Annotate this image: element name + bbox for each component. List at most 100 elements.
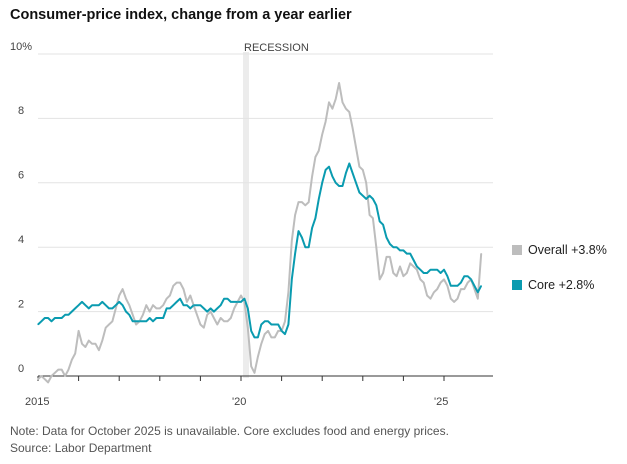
data-point-core-2017-01 [118,301,120,303]
data-point-overall-2020-06 [257,356,259,358]
data-point-core-2015-06 [54,317,56,319]
data-point-overall-2018-01 [159,307,161,309]
data-point-core-2018-05 [172,304,174,306]
data-point-overall-2016-09 [105,327,107,329]
y-tick-label-0: 0 [18,363,24,375]
data-point-core-2021-03 [287,323,289,326]
y-tick-label-10: 10% [10,41,32,53]
data-point-overall-2015-06 [54,372,56,374]
data-point-core-2023-08 [385,236,388,239]
note-text: Note: Data for October 2025 is unavailab… [10,424,449,438]
data-point-core-2019-07 [220,304,222,306]
data-point-overall-2016-03 [84,346,86,348]
recession-label: RECESSION [244,42,309,54]
data-point-overall-2019-07 [220,317,222,319]
data-point-overall-2019-02 [203,327,205,329]
data-point-overall-2016-06 [94,343,97,345]
data-point-overall-2018-09 [186,301,188,303]
y-tick-label-2: 2 [18,299,24,311]
data-point-core-2018-06 [176,301,178,303]
data-point-overall-2016-08 [101,340,103,342]
data-point-core-2016-09 [105,304,107,306]
data-point-core-2025-03 [450,285,452,287]
data-point-core-2015-11 [71,311,73,313]
data-point-overall-2018-04 [169,294,171,297]
data-point-core-2018-10 [189,307,191,309]
chart-footnote: Note: Data for October 2025 is unavailab… [10,423,449,457]
data-point-core-2018-01 [159,317,161,319]
data-point-core-2023-11 [396,246,398,248]
cpi-line-chart: RECESSION 10% 8 6 4 2 0 2015 '20 '25 Ove… [10,41,607,408]
data-point-core-2015-03 [44,317,46,319]
data-point-overall-2024-08 [426,294,428,297]
series-line-overall [37,82,483,384]
data-point-core-2016-02 [81,301,83,303]
data-point-core-2017-10 [149,317,151,319]
data-point-overall-2017-01 [118,294,120,297]
data-point-overall-2019-09 [226,320,229,322]
data-point-core-2015-09 [64,314,66,316]
data-point-overall-2016-01 [78,330,80,332]
data-point-overall-2020-04 [250,365,252,367]
data-point-core-2016-10 [108,307,110,309]
data-point-core-2022-03 [328,166,330,168]
data-point-core-2022-12 [358,191,360,194]
data-point-core-2019-06 [216,307,218,309]
data-point-overall-2023-01 [362,169,364,171]
data-point-overall-2022-03 [328,101,330,103]
data-point-core-2021-02 [284,333,286,335]
data-point-core-2019-04 [210,307,212,309]
data-point-overall-2019-11 [233,307,235,309]
data-point-overall-2018-12 [196,314,198,316]
data-point-overall-2022-01 [321,133,323,136]
data-point-overall-2017-04 [128,304,130,306]
data-point-core-2015-02 [40,320,43,322]
data-point-core-2024-11 [436,269,438,271]
data-point-core-2019-02 [203,307,205,309]
data-point-core-2015-08 [61,317,63,319]
data-point-overall-2020-12 [277,330,279,332]
data-point-overall-2015-03 [44,378,46,380]
legend-label-overall: Overall +3.8% [528,243,607,257]
data-point-core-2023-09 [389,243,391,245]
data-point-overall-2021-04 [291,240,293,242]
data-point-core-2025-09 [470,278,472,280]
data-point-overall-2024-05 [416,269,418,271]
data-point-core-2016-12 [115,304,117,306]
data-point-core-2020-03 [247,307,249,309]
data-point-overall-2019-04 [210,311,212,313]
data-point-overall-2021-12 [318,150,320,152]
data-point-overall-2024-11 [436,288,438,290]
data-point-overall-2016-10 [108,323,110,326]
data-point-overall-2018-02 [162,304,164,306]
data-point-overall-2018-08 [182,288,185,290]
data-point-overall-2020-02 [243,301,245,303]
data-point-overall-2024-04 [413,265,415,268]
data-point-core-2019-11 [233,301,235,303]
data-point-core-2016-06 [94,304,97,306]
data-point-overall-2024-02 [406,272,408,274]
data-point-core-2017-06 [135,320,137,322]
data-point-overall-2023-09 [389,256,391,258]
data-point-core-2021-05 [294,253,296,255]
x-tick-label-2025: '25 [434,396,448,408]
data-point-core-2020-07 [260,323,262,326]
data-point-overall-2022-07 [341,101,344,103]
data-point-overall-2025-11 [477,298,479,300]
data-point-core-2022-07 [341,185,344,187]
data-point-core-2017-05 [132,320,134,322]
data-point-overall-2022-12 [358,166,360,168]
source-text: Source: Labor Department [10,441,152,455]
data-point-core-2024-10 [433,269,435,271]
data-point-overall-2021-02 [284,320,286,322]
data-point-core-2015-10 [67,314,70,316]
data-point-core-2021-06 [297,230,300,232]
data-point-overall-2015-11 [71,359,73,361]
data-point-overall-2023-12 [399,265,401,268]
data-point-overall-2019-08 [223,320,225,322]
data-point-core-2025-05 [456,285,459,287]
data-point-core-2019-08 [223,298,225,300]
data-point-core-2025-12 [480,285,482,287]
data-point-core-2018-11 [193,304,195,306]
data-point-core-2018-08 [182,304,185,306]
